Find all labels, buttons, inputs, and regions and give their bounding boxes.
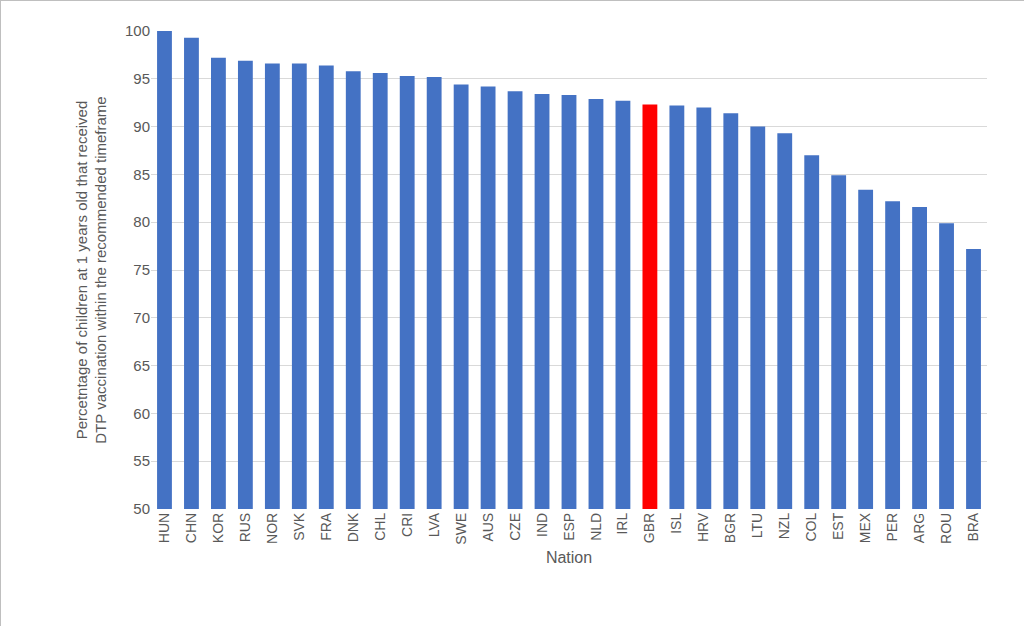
svg-text:SVK: SVK bbox=[291, 512, 307, 541]
svg-text:BRA: BRA bbox=[965, 512, 981, 541]
svg-text:95: 95 bbox=[133, 70, 150, 87]
svg-text:CZE: CZE bbox=[507, 513, 523, 541]
svg-text:ISL: ISL bbox=[668, 513, 684, 534]
svg-text:HUN: HUN bbox=[156, 513, 172, 543]
svg-text:GBR: GBR bbox=[641, 513, 657, 543]
svg-text:ESP: ESP bbox=[561, 513, 577, 541]
svg-text:80: 80 bbox=[133, 213, 150, 230]
svg-text:AUS: AUS bbox=[480, 513, 496, 542]
svg-text:CHL: CHL bbox=[372, 513, 388, 541]
svg-text:HRV: HRV bbox=[695, 512, 711, 542]
svg-text:KOR: KOR bbox=[210, 513, 226, 543]
svg-text:NZL: NZL bbox=[776, 513, 792, 540]
svg-text:70: 70 bbox=[133, 309, 150, 326]
svg-text:Nation: Nation bbox=[546, 549, 592, 566]
svg-text:50: 50 bbox=[133, 500, 150, 517]
svg-text:65: 65 bbox=[133, 357, 150, 374]
svg-text:EST: EST bbox=[830, 512, 846, 540]
svg-text:55: 55 bbox=[133, 452, 150, 469]
svg-text:90: 90 bbox=[133, 118, 150, 135]
svg-text:100: 100 bbox=[125, 22, 150, 39]
svg-text:RUS: RUS bbox=[237, 513, 253, 543]
svg-text:COL: COL bbox=[803, 513, 819, 542]
svg-text:IRL: IRL bbox=[614, 513, 630, 535]
svg-text:85: 85 bbox=[133, 166, 150, 183]
svg-text:DNK: DNK bbox=[345, 512, 361, 542]
svg-text:IND: IND bbox=[534, 513, 550, 537]
svg-text:ARG: ARG bbox=[911, 513, 927, 543]
svg-text:LTU: LTU bbox=[749, 513, 765, 538]
svg-text:Percetntage of children at 1 y: Percetntage of children at 1 years old t… bbox=[73, 96, 110, 443]
svg-text:PER: PER bbox=[884, 513, 900, 542]
svg-text:FRA: FRA bbox=[318, 512, 334, 541]
svg-text:LVA: LVA bbox=[426, 512, 442, 537]
svg-text:MEX: MEX bbox=[857, 512, 873, 543]
svg-text:BGR: BGR bbox=[722, 513, 738, 543]
svg-text:60: 60 bbox=[133, 405, 150, 422]
svg-text:ROU: ROU bbox=[938, 513, 954, 544]
svg-text:CRI: CRI bbox=[399, 513, 415, 537]
svg-text:NOR: NOR bbox=[264, 513, 280, 544]
svg-text:CHN: CHN bbox=[183, 513, 199, 543]
svg-text:NLD: NLD bbox=[588, 513, 604, 541]
svg-text:75: 75 bbox=[133, 261, 150, 278]
svg-text:SWE: SWE bbox=[453, 513, 469, 545]
